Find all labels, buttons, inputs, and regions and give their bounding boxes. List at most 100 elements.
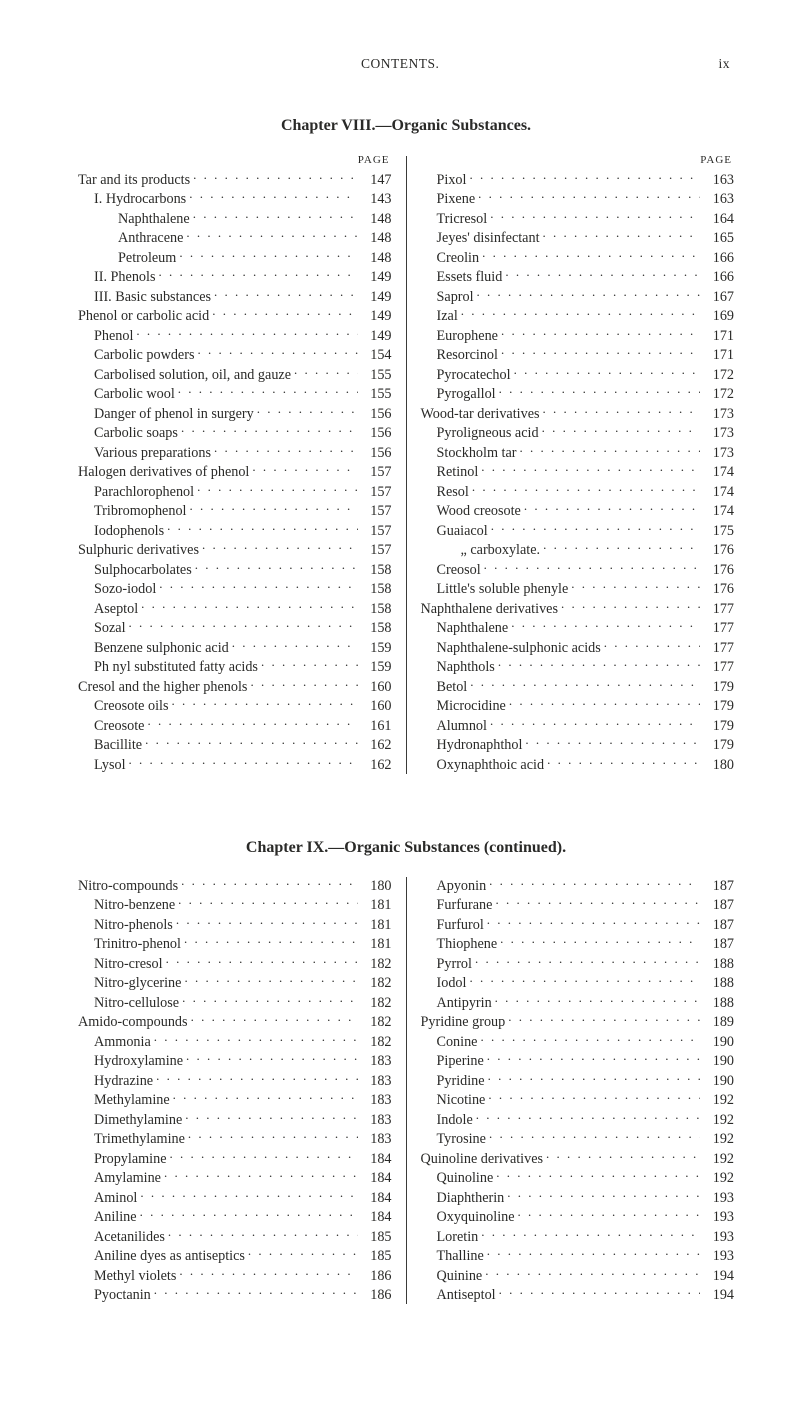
toc-entry-page: 177: [700, 659, 734, 676]
dot-leader: [186, 228, 357, 242]
toc-entry-page: 175: [700, 523, 734, 540]
toc-entry: Naphthalene derivatives177: [421, 598, 735, 618]
chapter-block: Chapter VIII.—Organic Substances.PAGETar…: [78, 116, 734, 773]
toc-entry: Pyrrol188: [421, 953, 735, 973]
toc-entry-page: 185: [358, 1248, 392, 1265]
dot-leader: [481, 462, 700, 476]
toc-entry-label: Hydronaphthol: [437, 737, 526, 754]
dot-leader: [499, 1285, 700, 1299]
toc-entry-label: Pyrocatechol: [437, 367, 514, 384]
toc-entry-page: 156: [358, 406, 392, 423]
toc-entry-label: Nitro-cresol: [94, 956, 166, 973]
toc-entry-label: Thalline: [437, 1248, 487, 1265]
dot-leader: [547, 754, 700, 768]
toc-entry-label: Pyoctanin: [94, 1287, 154, 1304]
toc-entry: II. Phenols149: [78, 267, 392, 287]
dot-leader: [514, 364, 700, 378]
toc-entry: Tyrosine192: [421, 1129, 735, 1149]
toc-entry-label: Carbolised solution, oil, and gauze: [94, 367, 294, 384]
toc-entry-page: 176: [700, 581, 734, 598]
toc-entry-label: Antipyrin: [437, 995, 495, 1012]
dot-leader: [501, 325, 700, 339]
toc-entry: Diaphtherin193: [421, 1187, 735, 1207]
dot-leader: [542, 423, 700, 437]
toc-entry-page: 182: [358, 975, 392, 992]
toc-entry-page: 187: [700, 936, 734, 953]
toc-entry-page: 181: [358, 897, 392, 914]
dot-leader: [498, 657, 700, 671]
toc-entry-page: 159: [358, 640, 392, 657]
toc-entry: Naphthols177: [421, 657, 735, 677]
toc-entry-page: 186: [358, 1268, 392, 1285]
toc-entry: Piperine190: [421, 1051, 735, 1071]
toc-entry-label: Wood creosote: [437, 503, 524, 520]
toc-entry-page: 143: [358, 191, 392, 208]
toc-entry-label: Antiseptol: [437, 1287, 499, 1304]
dot-leader: [543, 540, 700, 554]
toc-entry-page: 185: [358, 1229, 392, 1246]
toc-entry-label: Iodol: [437, 975, 470, 992]
dot-leader: [159, 579, 357, 593]
toc-entry-label: Aniline dyes as antiseptics: [94, 1248, 248, 1265]
dot-leader: [508, 1012, 700, 1026]
toc-entry: Nitro-cellulose182: [78, 992, 392, 1012]
toc-entry: Aniline dyes as antiseptics 185: [78, 1246, 392, 1266]
toc-entry: Carbolised solution, oil, and gauze155: [78, 364, 392, 384]
toc-entry: Nitro-cresol182: [78, 953, 392, 973]
dot-leader: [476, 1109, 700, 1123]
dot-leader: [294, 364, 357, 378]
toc-entry-page: 173: [700, 425, 734, 442]
dot-leader: [154, 1031, 358, 1045]
dot-leader: [485, 1265, 700, 1279]
toc-entry-page: 188: [700, 995, 734, 1012]
toc-entry: Trinitro-phenol181: [78, 934, 392, 954]
toc-entry: Betol179: [421, 676, 735, 696]
dot-leader: [193, 208, 358, 222]
toc-entry: Aminol184: [78, 1187, 392, 1207]
dot-leader: [140, 1207, 358, 1221]
toc-entry-label: Methyl violets: [94, 1268, 179, 1285]
toc-entry: Hydronaphthol179: [421, 735, 735, 755]
toc-entry: Nitro-compounds180: [78, 875, 392, 895]
toc-entry-page: 193: [700, 1248, 734, 1265]
toc-entry: Creosote161: [78, 715, 392, 735]
toc-entry: Tricresol164: [421, 208, 735, 228]
toc-entry-page: 171: [700, 347, 734, 364]
toc-entry-page: 176: [700, 562, 734, 579]
toc-entry: Anthracene148: [78, 228, 392, 248]
toc-entry-label: Furfurol: [437, 917, 487, 934]
toc-entry: Sulphocarbolates158: [78, 559, 392, 579]
toc-entry-page: 148: [358, 211, 392, 228]
toc-entry: Creosol176: [421, 559, 735, 579]
dot-leader: [232, 637, 358, 651]
toc-entry-label: Pixene: [437, 191, 479, 208]
toc-entry-page: 157: [358, 484, 392, 501]
toc-entry: Hydrazine183: [78, 1070, 392, 1090]
toc-entry-label: Amylamine: [94, 1170, 164, 1187]
dot-leader: [495, 992, 700, 1006]
toc-entry: Naphthalene177: [421, 618, 735, 638]
toc-entry-label: Nitro-cellulose: [94, 995, 182, 1012]
dot-leader: [461, 306, 700, 320]
dot-leader: [189, 189, 357, 203]
dot-leader: [140, 1187, 357, 1201]
toc-entry-label: Loretin: [437, 1229, 482, 1246]
dot-leader: [178, 895, 357, 909]
running-header: CONTENTS. ix: [78, 56, 734, 72]
toc-entry: Oxyquinoline193: [421, 1207, 735, 1227]
toc-entry-page: 183: [358, 1112, 392, 1129]
toc-entry-label: Dimethylamine: [94, 1112, 185, 1129]
toc-entry-page: 189: [700, 1014, 734, 1031]
toc-entry: Nicotine192: [421, 1090, 735, 1110]
toc-entry-page: 180: [700, 757, 734, 774]
dot-leader: [197, 481, 357, 495]
toc-entry-label: Oxyquinoline: [437, 1209, 518, 1226]
dot-leader: [178, 384, 358, 398]
toc-entry-label: Methylamine: [94, 1092, 173, 1109]
toc-entry: Carbolic powders154: [78, 345, 392, 365]
toc-entry: Quinoline192: [421, 1168, 735, 1188]
toc-entry-label: Sozal: [94, 620, 129, 637]
dot-leader: [176, 914, 358, 928]
toc-entry: Little's soluble phenyle176: [421, 579, 735, 599]
dot-leader: [543, 228, 700, 242]
